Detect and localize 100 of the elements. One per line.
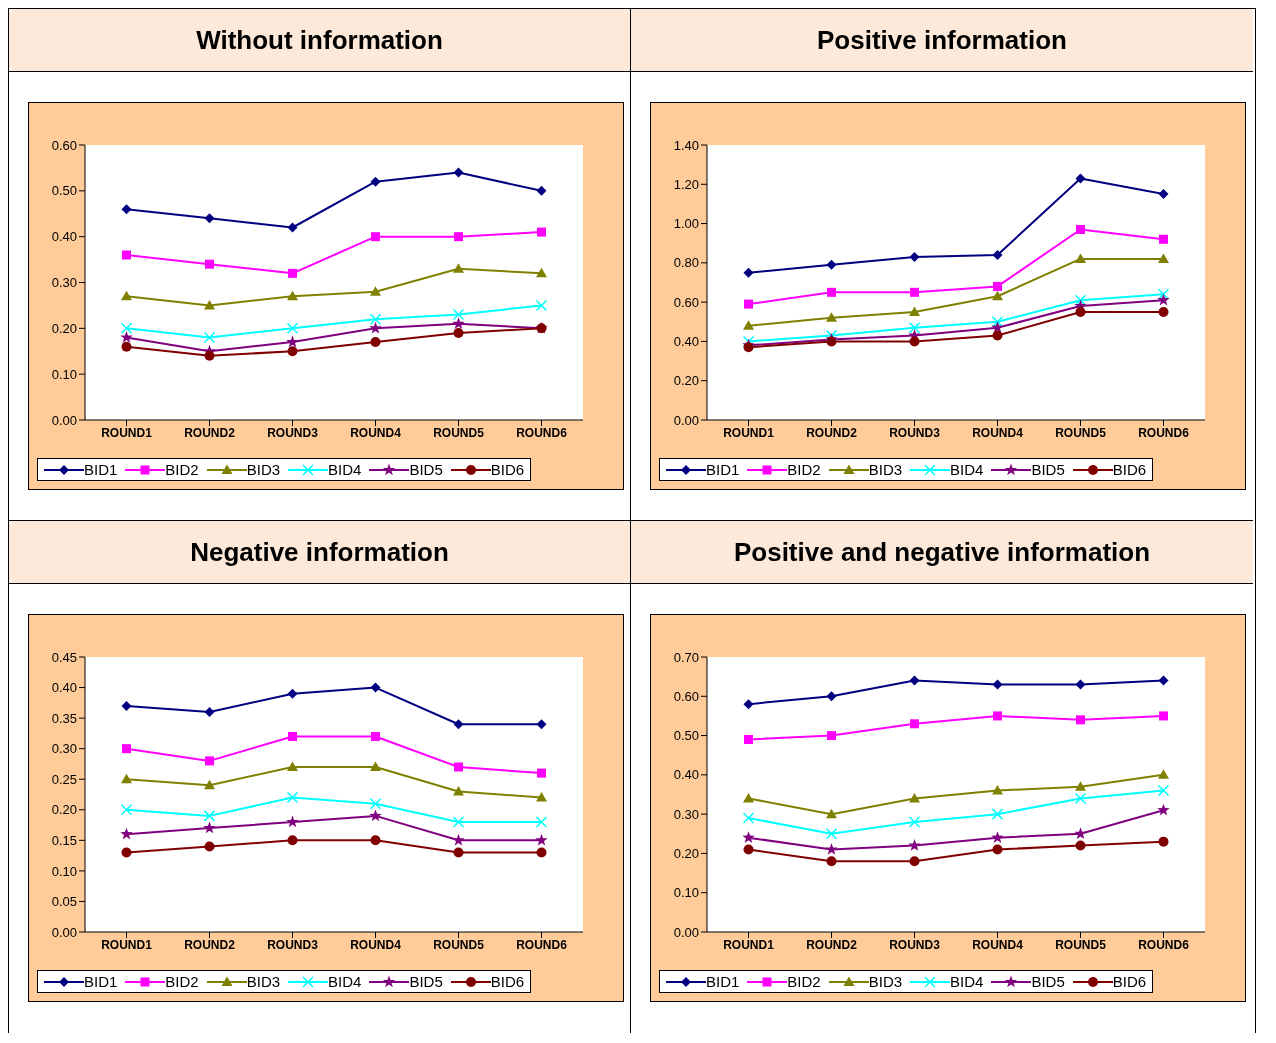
point <box>287 688 298 699</box>
point <box>744 735 753 744</box>
point <box>453 785 464 796</box>
point <box>371 232 380 242</box>
point <box>743 320 754 330</box>
x-tick-label: ROUND4 <box>350 937 402 952</box>
y-tick-label: 0.40 <box>673 767 699 783</box>
point <box>204 707 215 717</box>
point <box>535 299 548 312</box>
point <box>121 700 132 711</box>
point <box>537 227 546 237</box>
point <box>1159 711 1168 721</box>
point <box>908 321 921 334</box>
legend-label: BID6 <box>490 973 525 990</box>
point <box>121 773 132 784</box>
y-tick-label: 0.60 <box>51 137 77 153</box>
point <box>286 335 299 348</box>
y-tick-label: 0.20 <box>673 846 699 862</box>
legend-label: BID5 <box>409 973 443 990</box>
y-tick-label: 0.30 <box>51 275 77 291</box>
point <box>205 756 214 766</box>
point <box>910 287 919 297</box>
point <box>122 250 131 260</box>
y-tick-label: 0.00 <box>51 412 77 428</box>
x-tick-label: ROUND1 <box>101 937 153 952</box>
point <box>743 342 754 353</box>
point <box>1158 675 1169 686</box>
legend-label: BID3 <box>868 973 903 990</box>
point <box>453 167 464 178</box>
x-tick-label: ROUND6 <box>1138 425 1190 440</box>
legend-label: BID4 <box>328 461 362 478</box>
point <box>991 321 1004 333</box>
point <box>910 719 919 729</box>
point <box>370 337 381 348</box>
y-tick-label: 0.60 <box>673 294 699 310</box>
y-tick-label: 0.40 <box>673 334 699 350</box>
y-tick-label: 0.10 <box>51 366 77 382</box>
point <box>204 779 215 790</box>
y-tick-label: 0.15 <box>51 832 77 848</box>
legend-label: BID3 <box>246 973 281 990</box>
point <box>993 281 1002 291</box>
point <box>536 185 547 196</box>
chart-title: Without information <box>9 9 630 72</box>
point <box>121 290 132 301</box>
point <box>203 821 216 834</box>
point <box>369 321 382 334</box>
point <box>1159 234 1168 244</box>
x-tick-label: ROUND5 <box>1055 425 1107 440</box>
point <box>1157 288 1170 301</box>
point <box>452 308 465 321</box>
y-tick-label: 0.10 <box>51 863 77 879</box>
point <box>1075 253 1086 263</box>
point <box>204 299 215 310</box>
point <box>1076 715 1085 725</box>
legend-label: BID2 <box>787 461 821 478</box>
point <box>827 731 836 741</box>
legend-label: BID1 <box>84 461 118 478</box>
point <box>909 675 920 686</box>
point <box>744 299 753 309</box>
y-tick-label: 0.20 <box>673 373 699 389</box>
point <box>991 831 1004 843</box>
point <box>742 831 755 843</box>
chart-title: Positive and negative information <box>631 521 1253 584</box>
point <box>825 843 838 855</box>
y-tick-label: 0.00 <box>673 412 699 428</box>
point <box>204 213 215 224</box>
legend-label: BID5 <box>1031 461 1065 478</box>
point <box>992 290 1003 301</box>
point <box>204 350 215 361</box>
point <box>369 797 382 810</box>
point <box>826 808 837 819</box>
point <box>286 322 299 335</box>
point <box>908 839 921 851</box>
point <box>536 719 547 730</box>
point <box>1075 173 1086 184</box>
point <box>826 312 837 322</box>
legend-label: BID4 <box>328 973 362 990</box>
point <box>205 259 214 269</box>
y-tick-label: 0.60 <box>673 688 699 704</box>
legend-label: BID4 <box>950 973 984 990</box>
legend-label: BID6 <box>1112 461 1147 478</box>
point <box>121 341 132 352</box>
point <box>287 290 298 301</box>
point <box>992 679 1003 690</box>
x-tick-label: ROUND2 <box>184 937 236 952</box>
point <box>992 330 1003 341</box>
point <box>371 731 380 741</box>
y-tick-label: 0.10 <box>673 885 699 901</box>
point <box>286 815 299 828</box>
point <box>370 176 381 187</box>
point <box>454 762 463 772</box>
point <box>287 346 298 357</box>
point <box>827 287 836 297</box>
x-tick-label: ROUND4 <box>350 425 402 440</box>
x-tick-label: ROUND1 <box>723 425 775 440</box>
point <box>742 812 755 824</box>
point <box>536 792 547 802</box>
x-tick-label: ROUND3 <box>889 425 941 440</box>
y-tick-label: 0.20 <box>51 802 77 818</box>
point <box>1158 253 1169 263</box>
